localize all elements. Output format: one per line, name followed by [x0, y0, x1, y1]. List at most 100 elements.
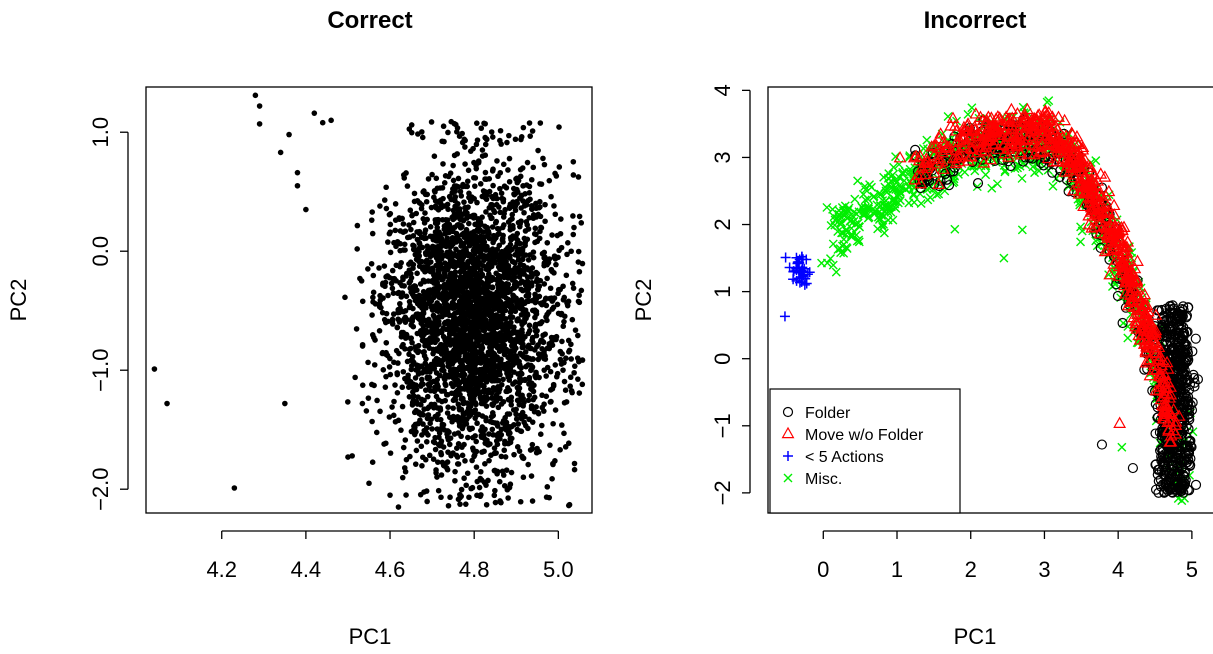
left-point	[555, 290, 561, 297]
left-point	[501, 365, 507, 371]
left-point	[486, 294, 493, 301]
left-point	[505, 430, 512, 437]
right-point-misc-	[837, 241, 847, 251]
left-point	[487, 212, 493, 219]
left-point	[496, 389, 502, 395]
left-point	[549, 268, 555, 275]
left-point	[474, 384, 480, 391]
left-point	[494, 441, 501, 448]
left-point	[383, 205, 390, 212]
left-point	[397, 247, 403, 254]
left-point	[533, 298, 539, 305]
left-x-tick-label: 4.8	[459, 557, 490, 582]
right-point-misc-	[873, 212, 883, 222]
left-point	[517, 195, 523, 201]
right-y-tick-label: −2	[710, 480, 735, 505]
left-point	[392, 382, 398, 388]
left-point	[459, 231, 465, 238]
left-point	[459, 312, 466, 318]
left-point	[451, 304, 457, 311]
left-point	[409, 288, 415, 294]
left-point	[481, 448, 487, 455]
left-point	[493, 314, 500, 320]
left-point	[566, 347, 573, 354]
left-point	[423, 235, 429, 241]
right-point-misc-	[853, 176, 863, 186]
left-point	[430, 312, 437, 319]
left-point	[410, 219, 417, 226]
left-point	[359, 341, 366, 348]
left-x-axis-label: PC1	[349, 624, 392, 649]
left-point	[500, 214, 507, 220]
left-point	[381, 197, 388, 203]
left-point	[441, 288, 448, 294]
left-point	[466, 320, 473, 326]
left-point	[415, 296, 421, 302]
left-point	[369, 230, 376, 237]
left-point	[523, 182, 530, 188]
left-point	[368, 217, 375, 223]
left-point	[539, 392, 545, 399]
left-point	[444, 459, 451, 465]
left-point	[402, 437, 409, 443]
left-point	[503, 419, 510, 426]
right-point-misc-	[894, 187, 904, 197]
left-point	[435, 411, 441, 418]
left-point	[415, 349, 421, 356]
left-point	[425, 320, 432, 327]
left-point	[493, 201, 500, 208]
left-point	[460, 395, 466, 402]
left-point	[401, 175, 408, 181]
left-point	[409, 316, 416, 322]
right-point-misc-	[992, 179, 1002, 189]
left-point	[530, 164, 537, 171]
left-point	[458, 372, 465, 379]
left-point	[570, 158, 577, 165]
left-point	[473, 248, 479, 255]
left-point	[423, 356, 429, 362]
left-point	[465, 292, 471, 299]
left-point	[440, 325, 447, 331]
left-point	[562, 387, 569, 394]
left-point	[446, 414, 453, 421]
left-point	[439, 313, 445, 320]
right-point-misc-	[865, 180, 875, 190]
left-point	[450, 397, 457, 404]
left-point	[514, 230, 521, 237]
left-point	[519, 306, 526, 313]
left-point	[467, 341, 474, 348]
left-point	[500, 232, 506, 239]
right-point-misc-	[884, 169, 894, 179]
left-point	[403, 170, 409, 176]
left-point	[501, 274, 508, 281]
left-point	[578, 220, 585, 226]
left-point	[386, 414, 393, 420]
right-point-misc-	[873, 224, 883, 234]
left-point	[509, 342, 515, 349]
left-point	[579, 381, 586, 388]
left-point	[490, 395, 496, 401]
left-point	[537, 431, 544, 437]
left-point	[410, 265, 416, 271]
left-point	[458, 222, 464, 229]
left-point	[406, 298, 413, 305]
left-point	[528, 270, 535, 277]
left-point	[544, 275, 550, 282]
left-point	[436, 430, 443, 436]
left-point	[460, 181, 466, 188]
left-point	[576, 292, 582, 299]
left-point	[456, 419, 463, 426]
left-point	[389, 321, 396, 327]
left-point	[451, 120, 458, 127]
left-point	[456, 386, 462, 393]
left-point	[496, 242, 503, 249]
left-point	[525, 397, 532, 404]
right-point-misc-	[854, 235, 864, 245]
left-point	[472, 175, 479, 181]
left-point	[476, 484, 483, 491]
left-point	[504, 284, 511, 291]
left-point	[419, 462, 425, 469]
left-point	[505, 495, 511, 501]
left-point	[371, 334, 377, 341]
left-point	[507, 314, 513, 321]
